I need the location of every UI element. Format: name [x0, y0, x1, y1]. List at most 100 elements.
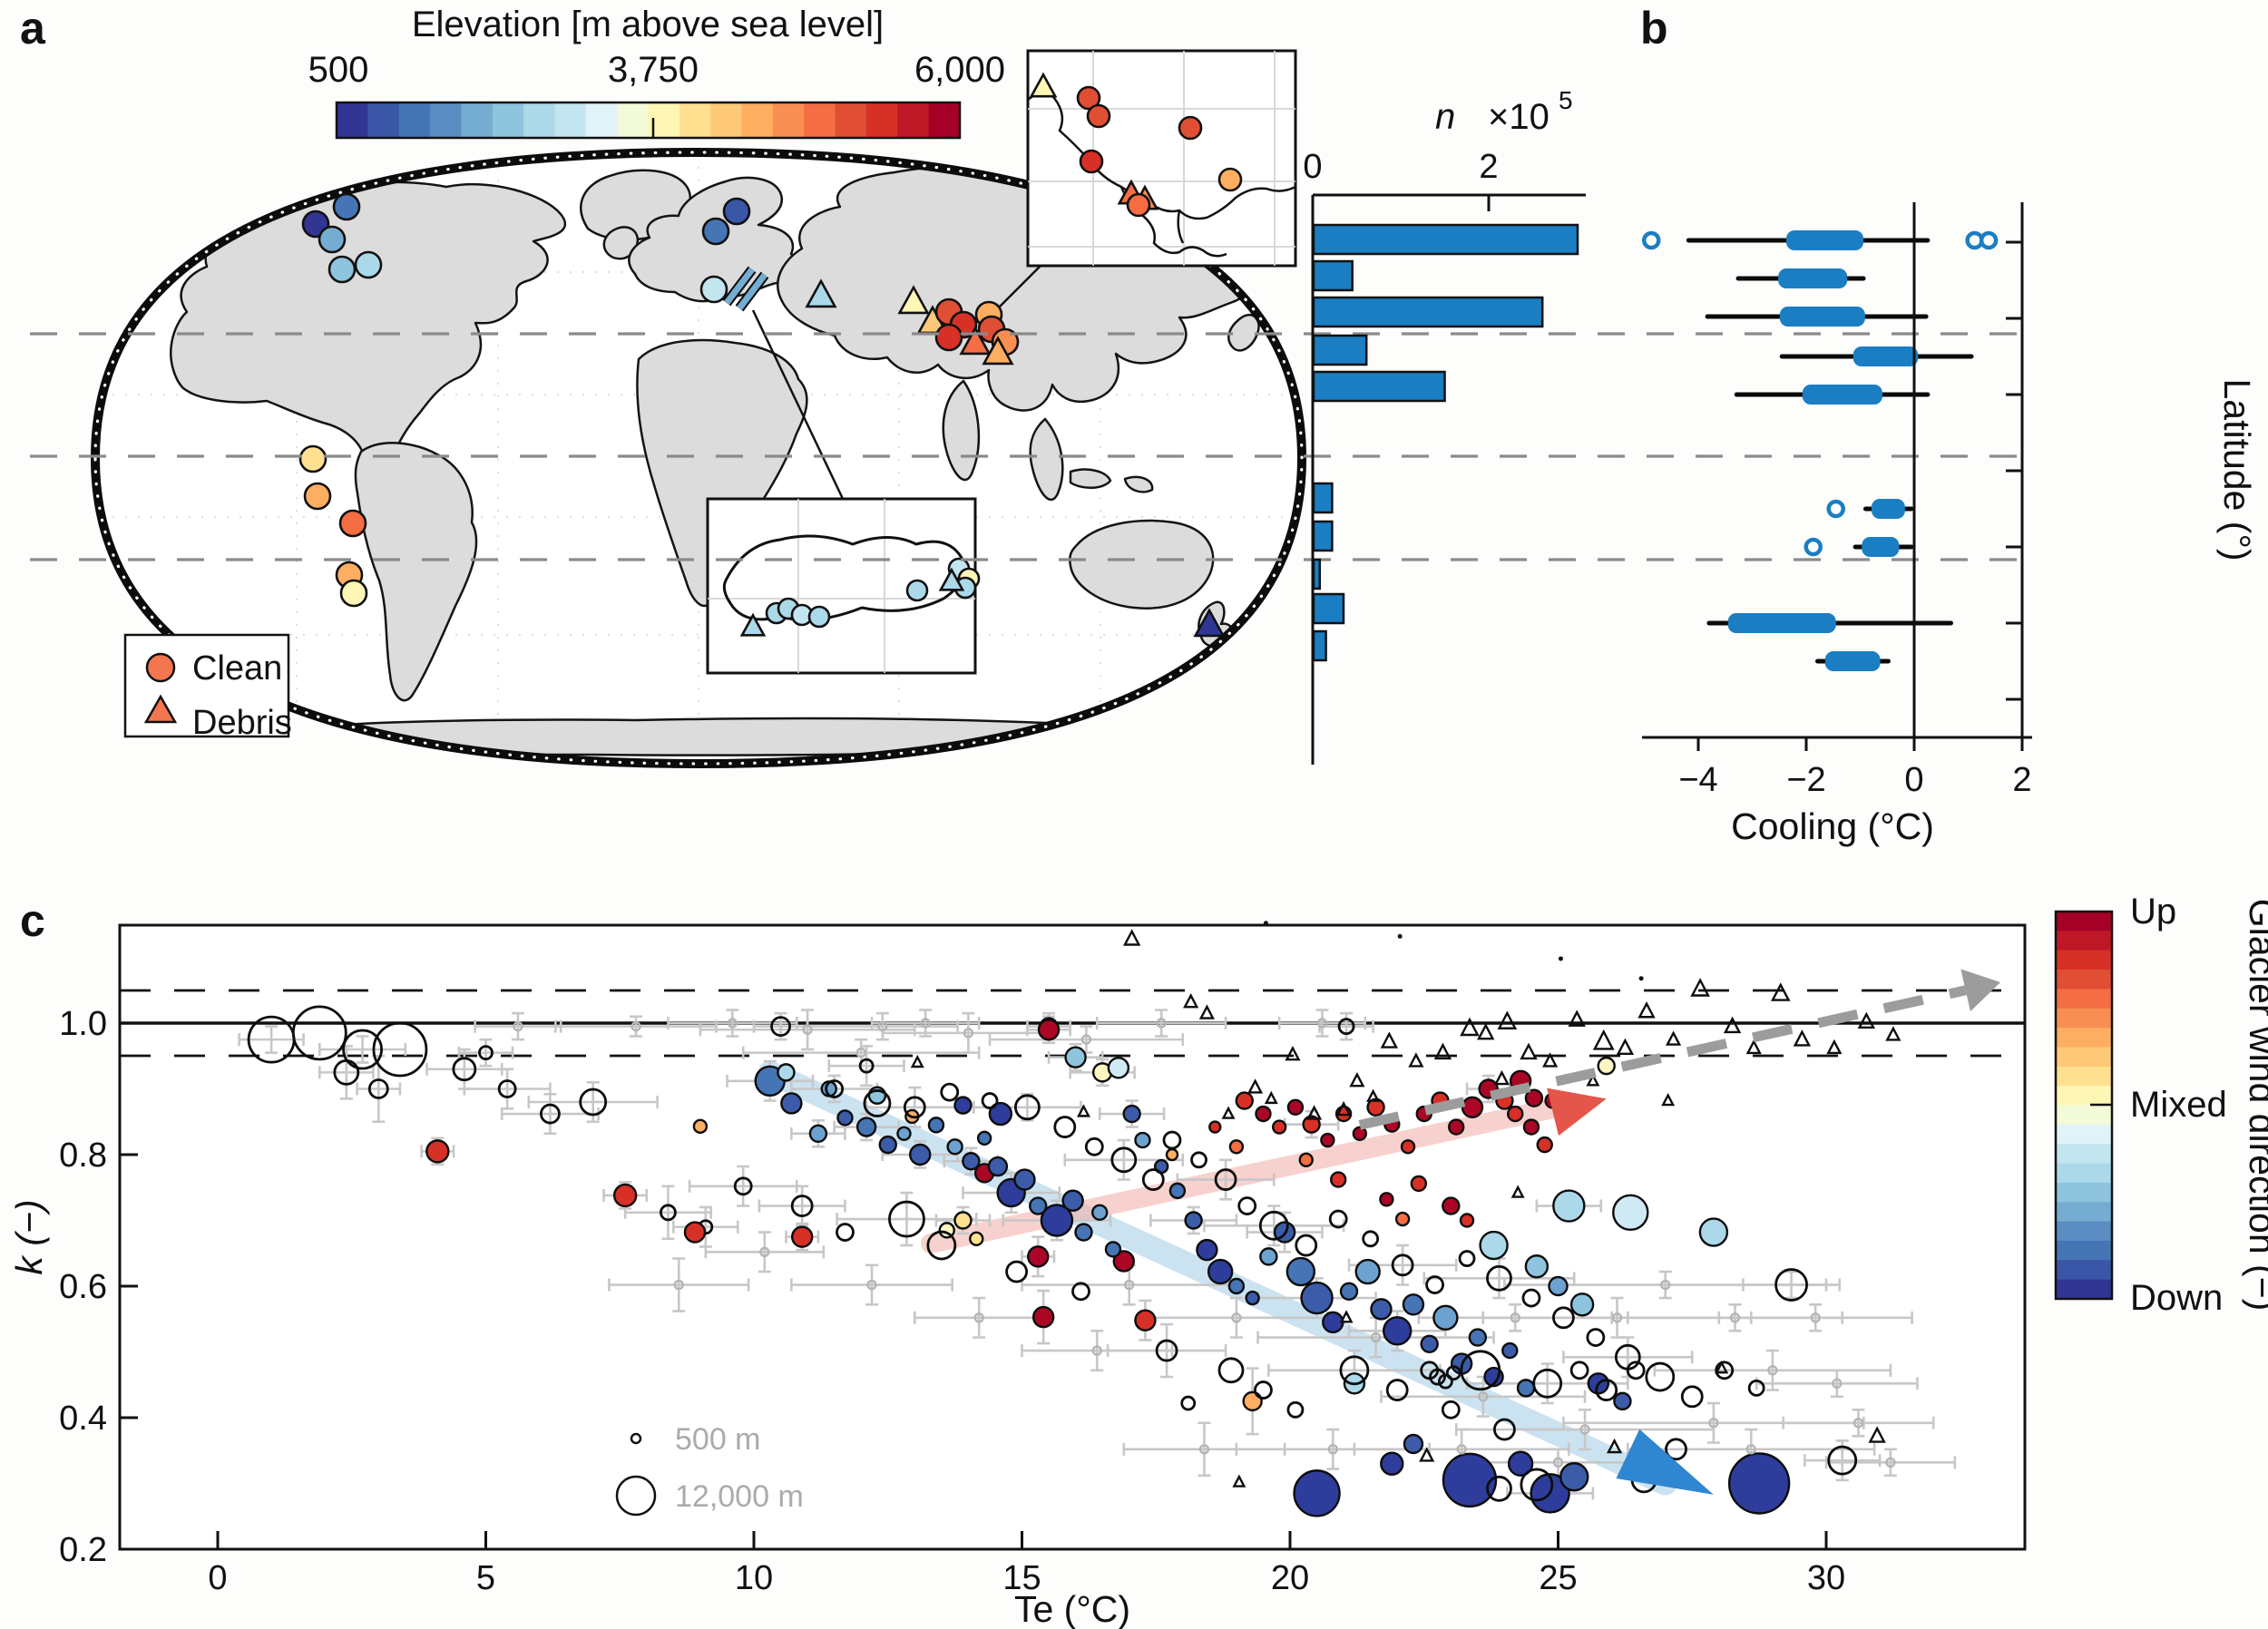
scatter-tiny-dot — [1397, 933, 1403, 939]
scatter-y-ticks: 0.2 0.4 0.6 0.8 1.0 — [59, 1005, 138, 1569]
scatter-open-circle — [1337, 1018, 1355, 1036]
scatter-colored-circle — [1259, 1247, 1278, 1266]
scatter-open-circle — [452, 1057, 477, 1082]
histogram-bar — [1312, 223, 1579, 256]
panel-a-label: a — [20, 3, 46, 54]
cooling-x-ticks: −4 −2 0 2 — [1678, 737, 2032, 799]
scatter-open-triangle — [1868, 1426, 1886, 1443]
scatter-colored-circle — [988, 1101, 1013, 1127]
scatter-open-triangle — [1497, 1010, 1518, 1029]
boxplot-box — [1871, 499, 1905, 519]
scatter-open-triangle — [1793, 1029, 1812, 1047]
scatter-colored-circle — [1061, 1189, 1084, 1212]
scatter-colored-circle — [1524, 1088, 1544, 1107]
scatter-colored-circle — [1442, 1452, 1498, 1508]
hma-site-marker-circle — [1217, 167, 1243, 192]
scatter-open-circle — [1328, 1209, 1348, 1229]
scatter-colored-circle — [1302, 1115, 1321, 1134]
scatter-colored-circle — [953, 1211, 973, 1230]
scatter-colored-circle — [1569, 1292, 1595, 1317]
scatter-open-circle — [1520, 1468, 1554, 1502]
gray-arrow-head — [1960, 969, 2001, 1012]
scatter-open-triangle — [1493, 1069, 1510, 1086]
hma-site-marker-triangle — [1029, 72, 1058, 98]
hist-title-n: n — [1435, 97, 1455, 137]
scatter-open-triangle — [1183, 993, 1199, 1009]
scatter-tiny-dot — [1638, 976, 1644, 981]
scatter-open-circle — [888, 1200, 925, 1238]
glacier-site-marker-triangle — [805, 278, 837, 308]
scatter-colored-circle — [1559, 1462, 1589, 1492]
scatter-colored-circle — [1227, 1277, 1246, 1295]
legend-clean-label: Clean — [192, 649, 282, 688]
scatter-open-circle — [1385, 1379, 1409, 1401]
scatter-open-circle — [1053, 1116, 1077, 1138]
boxplot-outlier — [1979, 230, 1999, 250]
scatter-colored-circle — [1379, 1192, 1394, 1207]
scatter-colored-circle — [878, 1135, 897, 1155]
scatter-colored-circle — [1461, 1096, 1484, 1119]
wind-colorbar-segment — [2056, 1202, 2112, 1223]
scatter-colored-circle — [1432, 1304, 1459, 1331]
inset-alps-markers — [739, 557, 981, 637]
glacier-site-marker-circle — [354, 250, 383, 279]
scatter-y-tick-label: 0.8 — [59, 1136, 107, 1175]
scatter-colored-circle — [1029, 1196, 1048, 1215]
scatter-gray-dot — [1708, 1418, 1719, 1429]
scatter-open-triangle — [1592, 1029, 1615, 1050]
scatter-open-triangle — [1586, 1073, 1600, 1087]
boxplot-box — [1727, 613, 1836, 633]
scatter-open-circle — [1532, 1368, 1563, 1399]
scatter-open-triangle — [1122, 929, 1141, 946]
boxplot-rows — [1641, 230, 1999, 671]
inset-alps — [706, 497, 981, 675]
scatter-colored-circle — [1286, 1098, 1305, 1117]
scatter-x-tick-label: 30 — [1807, 1559, 1845, 1597]
scatter-tiny-dot — [1558, 956, 1563, 961]
scatter-colored-circle — [425, 1139, 450, 1164]
scatter-open-circle — [1486, 1264, 1512, 1292]
cooling-panel: −4 −2 0 2 Cooling (°C) Latitude (°) — [1641, 202, 2258, 847]
scatter-open-triangle — [1285, 1046, 1301, 1061]
boxplot-row — [1814, 651, 1891, 671]
scatter-open-circle — [1429, 1368, 1446, 1386]
size-legend-small-label: 500 m — [675, 1422, 761, 1457]
elevation-colorbar-segment — [865, 102, 898, 138]
size-legend-large-icon — [615, 1475, 657, 1517]
scatter-gray-dot — [1316, 1018, 1328, 1029]
scatter-colored-circle — [1524, 1254, 1549, 1279]
scatter-colored-circle — [1013, 1168, 1036, 1191]
glacier-site-marker-circle — [722, 197, 751, 226]
wind-colorbar-segment — [2056, 1163, 2112, 1184]
scatter-x-tick-label: 5 — [476, 1559, 495, 1597]
scatter-open-circle — [1155, 1339, 1178, 1362]
map-border-dots — [93, 151, 1304, 766]
scatter-colored-circle — [969, 1231, 984, 1247]
scatter-gray-dot — [1080, 1034, 1092, 1045]
boxplot-row — [1734, 385, 1931, 405]
debris-marker-icon — [143, 694, 178, 724]
scatter-open-circle — [1237, 1196, 1257, 1215]
scatter-open-circle — [903, 1096, 926, 1119]
wind-colorbar-segment — [2056, 1105, 2112, 1126]
scatter-gray-dot — [1659, 1279, 1671, 1291]
elevation-colorbar-segment — [337, 102, 368, 138]
elevation-colorbar-tick-label: 500 — [308, 50, 369, 90]
scatter-gray-dot — [1231, 1312, 1242, 1323]
scatter-open-triangle — [1770, 982, 1791, 1001]
boxplot-row — [1735, 268, 1866, 288]
alps-cluster-marker — [722, 266, 769, 312]
scatter-open-circle — [291, 1005, 347, 1061]
scatter-open-circle — [863, 1089, 892, 1117]
scatter-colored-circle — [1613, 1391, 1632, 1411]
inset-alps-frame — [706, 497, 977, 675]
scatter-open-circle — [1493, 1418, 1516, 1441]
scatter-open-circle — [1441, 1400, 1461, 1419]
scatter-open-triangle — [1826, 1039, 1843, 1055]
scatter-gray-dot — [631, 1020, 641, 1032]
scatter-colored-circle — [1104, 1241, 1122, 1258]
scatter-colored-circle — [927, 1117, 945, 1134]
scatter-open-triangle — [1198, 1004, 1215, 1019]
